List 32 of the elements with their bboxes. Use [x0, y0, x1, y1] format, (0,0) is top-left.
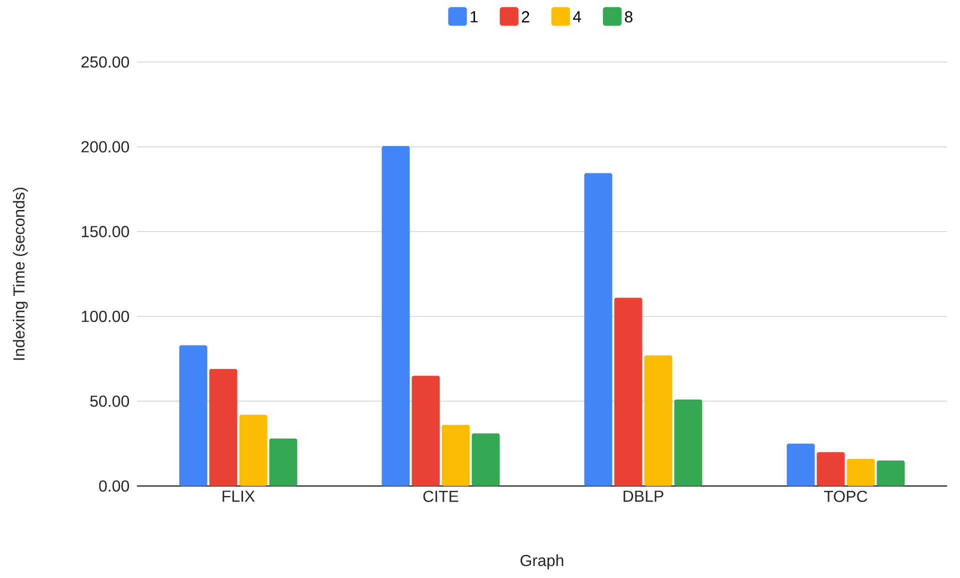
y-tick-label: 150.00 — [82, 226, 130, 238]
bar — [876, 460, 905, 486]
legend-label: 2 — [522, 11, 530, 22]
legend-label: 8 — [624, 11, 632, 22]
bar — [412, 376, 440, 486]
bar — [382, 146, 410, 486]
x-axis-title: Graph — [520, 554, 564, 570]
y-tick-label: 250.00 — [81, 56, 130, 68]
legend-label: 1 — [470, 11, 478, 22]
y-tick-label: 100.00 — [82, 310, 130, 322]
bar — [846, 458, 875, 486]
y-tick-label: 0.00 — [99, 480, 130, 492]
bar — [472, 433, 500, 486]
bar — [786, 444, 815, 486]
x-tick-label: CITE — [423, 490, 458, 502]
y-tick-label: 200.00 — [81, 141, 130, 152]
bar — [179, 345, 208, 486]
bar — [644, 355, 672, 486]
bar — [239, 414, 268, 486]
bar — [674, 399, 702, 486]
x-tick-label: TOPC — [824, 490, 868, 502]
x-tick-label: FLIX — [222, 490, 255, 502]
legend-label: 4 — [573, 11, 582, 22]
bar — [584, 173, 612, 486]
bar — [209, 368, 238, 486]
bar — [614, 298, 642, 486]
y-tick-label: 50.00 — [90, 396, 130, 407]
bar — [269, 438, 298, 486]
x-tick-label: DBLP — [624, 490, 664, 502]
bar — [816, 452, 845, 486]
y-axis-title: Indexing Time (seconds) — [12, 188, 28, 360]
bar — [442, 424, 470, 486]
